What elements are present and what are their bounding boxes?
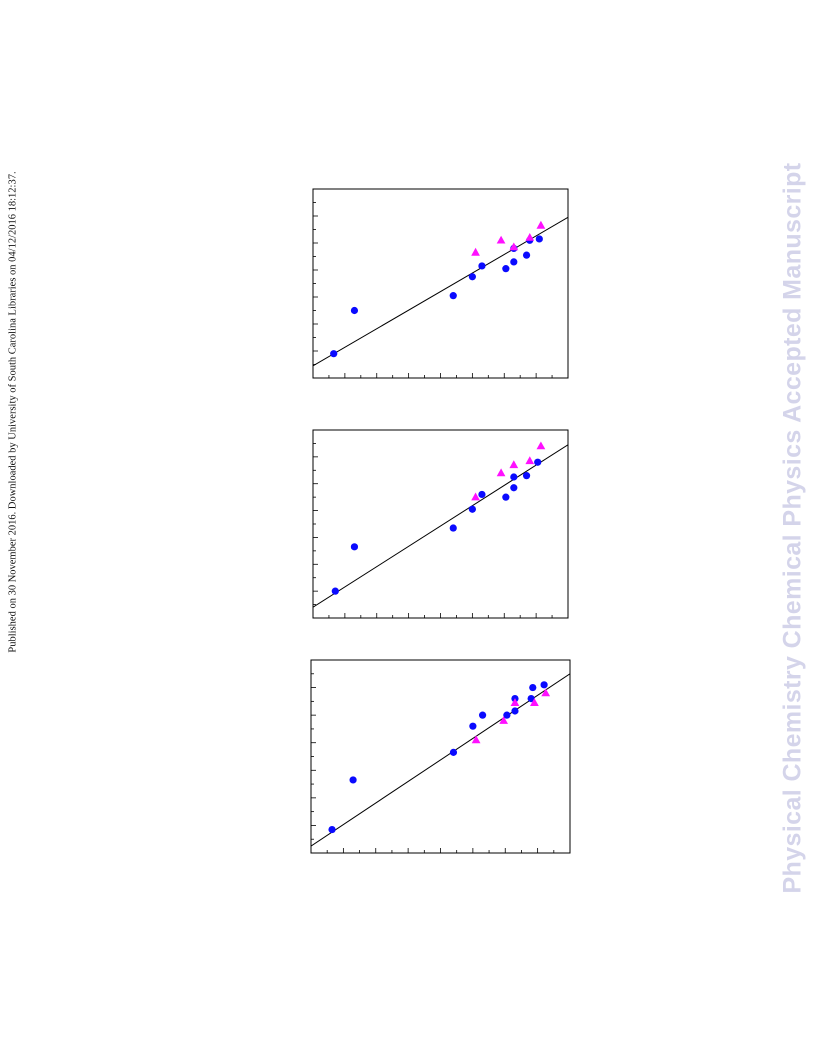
- fit-line: [313, 216, 568, 367]
- data-point-circle: [502, 493, 510, 501]
- data-point-circle: [350, 543, 359, 551]
- data-point-circle: [478, 262, 486, 270]
- data-point-circle: [449, 748, 458, 756]
- data-point-circle: [510, 484, 518, 492]
- data-point-triangle: [496, 468, 506, 477]
- data-point-triangle: [530, 698, 539, 706]
- data-point-triangle: [471, 247, 480, 256]
- plot-frame: [312, 188, 569, 379]
- data-point-circle: [511, 707, 519, 715]
- data-point-circle: [535, 235, 543, 243]
- data-point-triangle: [509, 460, 519, 469]
- data-point-triangle: [536, 220, 546, 229]
- data-point-triangle: [525, 233, 535, 241]
- data-point-circle: [534, 458, 542, 466]
- data-point-circle: [529, 683, 537, 692]
- data-point-triangle: [536, 441, 546, 450]
- data-point-circle: [449, 524, 457, 532]
- data-point-circle: [478, 490, 486, 499]
- data-point-circle: [468, 505, 476, 513]
- data-point-circle: [510, 258, 518, 266]
- data-point-circle: [350, 306, 359, 315]
- data-point-triangle: [471, 735, 481, 744]
- data-point-triangle: [499, 716, 508, 724]
- scatter-plot-1: [312, 188, 569, 379]
- scatter-plot-3: [310, 659, 571, 854]
- data-point-circle: [468, 273, 476, 281]
- data-point-triangle: [471, 492, 480, 501]
- data-point-circle: [328, 825, 336, 834]
- data-point-circle: [522, 251, 531, 259]
- data-point-circle: [502, 265, 510, 273]
- data-point-circle: [503, 711, 511, 719]
- data-point-circle: [449, 292, 457, 300]
- data-point-triangle: [525, 456, 535, 465]
- data-point-circle: [522, 472, 531, 480]
- data-point-triangle: [509, 242, 519, 251]
- data-point-triangle: [510, 698, 520, 706]
- data-point-circle: [527, 695, 535, 703]
- data-point-circle: [331, 587, 339, 595]
- data-point-circle: [349, 776, 357, 784]
- data-point-circle: [469, 722, 477, 730]
- data-point-triangle: [541, 688, 551, 697]
- data-point-circle: [478, 711, 487, 719]
- data-point-triangle: [496, 235, 506, 244]
- scatter-plot-2: [312, 429, 569, 619]
- data-point-circle: [540, 681, 548, 689]
- fit-line: [313, 444, 568, 608]
- data-point-circle: [330, 350, 338, 358]
- data-point-circle: [510, 473, 518, 481]
- fit-line: [311, 673, 570, 847]
